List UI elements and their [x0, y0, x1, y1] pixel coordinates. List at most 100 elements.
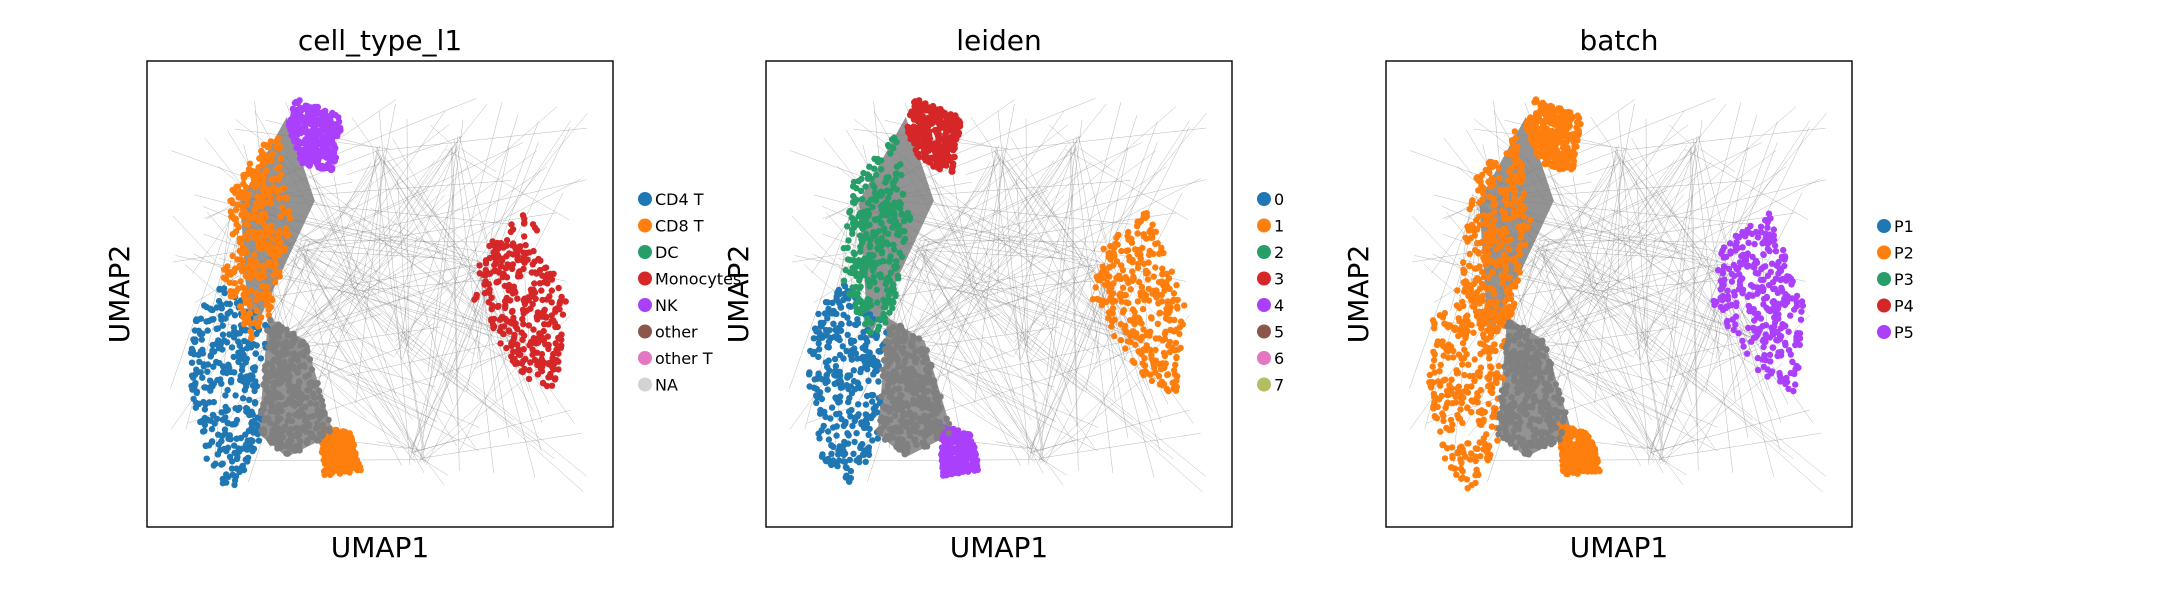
data-point [282, 229, 289, 236]
data-point [270, 357, 277, 365]
data-point [844, 331, 851, 339]
data-point [901, 235, 909, 243]
data-point [1430, 348, 1437, 355]
data-point [287, 426, 295, 433]
data-point [1438, 392, 1445, 400]
data-point [522, 355, 529, 363]
data-point [311, 394, 318, 401]
data-point [884, 241, 892, 248]
data-point [251, 387, 258, 395]
data-point [828, 442, 835, 449]
data-point [258, 427, 265, 434]
data-point [1094, 276, 1102, 283]
data-point [828, 404, 836, 411]
data-point [503, 253, 510, 260]
data-point [226, 279, 233, 286]
data-point [827, 415, 834, 422]
data-point [321, 410, 328, 417]
graph-edge [420, 363, 544, 464]
data-point [854, 355, 861, 362]
data-point [486, 270, 493, 277]
data-point [1462, 332, 1470, 339]
data-point [841, 458, 849, 465]
data-point [1477, 350, 1484, 358]
graph-edge [294, 110, 446, 334]
data-point [931, 383, 938, 391]
data-point [1109, 262, 1117, 269]
graph-edge [303, 179, 587, 247]
data-point [281, 208, 288, 216]
data-point [515, 346, 522, 353]
data-point [1472, 457, 1479, 465]
graph-edge [1594, 157, 1624, 404]
graph-edge [377, 152, 454, 406]
graph-edge [170, 194, 239, 389]
data-point [259, 186, 267, 194]
graph-edge [399, 237, 417, 348]
data-point [849, 183, 857, 190]
chart-title: cell_type_l1 [298, 24, 462, 57]
data-point [1127, 235, 1134, 242]
data-point [886, 309, 893, 316]
data-point [332, 451, 339, 459]
data-point [319, 423, 326, 431]
data-point [305, 107, 312, 114]
data-point [876, 259, 883, 266]
data-point [555, 334, 562, 341]
data-point [813, 399, 820, 406]
data-point [1125, 279, 1132, 286]
data-point [195, 327, 202, 334]
data-point [1488, 423, 1496, 430]
data-point [1520, 213, 1528, 220]
data-point [264, 143, 271, 151]
data-point [230, 353, 237, 361]
graph-edge [412, 115, 519, 452]
data-point [862, 343, 869, 350]
data-point [925, 147, 932, 154]
data-point [1453, 367, 1460, 374]
data-point [507, 297, 514, 304]
data-point [529, 346, 536, 353]
data-point [258, 245, 265, 253]
data-point [833, 423, 840, 430]
data-point [495, 278, 502, 285]
graph-edge [395, 268, 448, 356]
data-point [1429, 379, 1436, 386]
data-point [890, 324, 897, 331]
graph-edge [383, 146, 478, 273]
graph-edge [1538, 248, 1715, 355]
legend-entry: 0 [1257, 190, 1284, 209]
data-point [955, 129, 963, 137]
data-point [895, 425, 903, 433]
data-point [1123, 328, 1130, 336]
data-point [1122, 291, 1129, 299]
data-point [846, 408, 853, 415]
data-point [923, 443, 931, 450]
data-point [541, 306, 548, 313]
legend-entry: 1 [1257, 217, 1284, 236]
data-point [972, 459, 979, 467]
data-point [890, 286, 897, 293]
graph-edge [388, 161, 575, 424]
data-point [510, 283, 517, 290]
data-point [1487, 363, 1494, 370]
data-point [945, 429, 952, 437]
data-point [1155, 300, 1162, 307]
data-point [226, 331, 233, 338]
data-point [299, 424, 306, 431]
data-point [1455, 351, 1463, 358]
graph-edge [356, 194, 445, 294]
data-point [267, 316, 274, 324]
data-point [544, 271, 551, 278]
data-point [845, 237, 852, 244]
data-point [1459, 468, 1466, 475]
data-point [1145, 285, 1152, 293]
graph-edge [1658, 299, 1715, 461]
data-point [874, 155, 881, 163]
graph-edge [408, 450, 448, 476]
data-point [816, 334, 823, 341]
data-point [906, 432, 914, 440]
data-point [215, 431, 222, 438]
data-point [544, 333, 551, 340]
graph-edge [997, 127, 1207, 151]
